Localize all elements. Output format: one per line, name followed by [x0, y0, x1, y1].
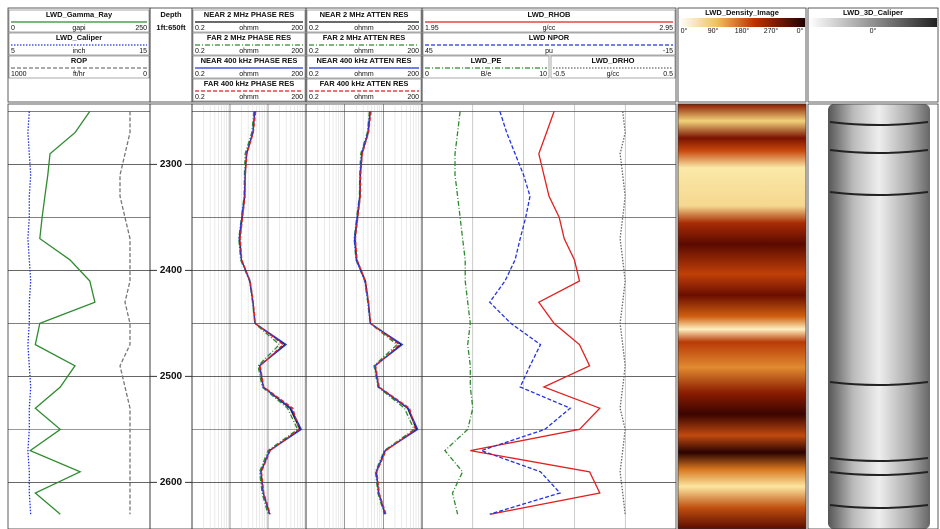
curve-name: LWD_RHOB — [528, 10, 572, 19]
image-scale-label: 270° — [764, 27, 779, 35]
curve-name: LWD_DRHO — [592, 56, 635, 65]
log-curve — [240, 111, 299, 514]
scale-min: 1000 — [11, 71, 27, 78]
scale-max: 200 — [407, 71, 419, 78]
scale-unit: gapi — [72, 25, 86, 32]
scale-max: -15 — [663, 48, 673, 55]
scale-max: 0.5 — [663, 71, 673, 78]
curve-name: LWD_Gamma_Ray — [46, 10, 113, 19]
image-scale-label: 0° — [681, 27, 688, 35]
scale-min: 0.2 — [195, 94, 205, 101]
scale-min: 0.2 — [309, 25, 319, 32]
curve-name: FAR 400 kHz ATTEN RES — [320, 79, 409, 88]
scale-unit: ohmm — [239, 94, 259, 101]
depth-scale: 1ft:650ft — [156, 23, 186, 32]
well-log: Depth 1ft:650ft 2300240025002600LWD_Gamm… — [0, 0, 940, 529]
density-color-bar — [679, 18, 805, 27]
curve-name: ROP — [71, 56, 87, 65]
log-curve — [620, 111, 625, 514]
scale-min: 0.2 — [195, 48, 205, 55]
scale-unit: ohmm — [354, 71, 374, 78]
track-box — [306, 104, 422, 529]
scale-min: 5 — [11, 48, 15, 55]
image-scale-label: 0° — [870, 27, 877, 35]
scale-unit: ohmm — [239, 48, 259, 55]
depth-label: 2400 — [160, 265, 183, 276]
image-name: LWD_3D_Caliper — [843, 8, 903, 17]
caliper-color-bar — [809, 18, 937, 27]
scale-unit: ohmm — [239, 71, 259, 78]
scale-max: 200 — [291, 48, 303, 55]
scale-min: 0.2 — [195, 25, 205, 32]
depth-label: 2500 — [160, 371, 183, 382]
scale-max: 200 — [407, 48, 419, 55]
scale-max: 200 — [291, 25, 303, 32]
depth-label: 2600 — [160, 477, 183, 488]
scale-unit: ft/hr — [73, 71, 86, 78]
scale-max: 2.95 — [659, 25, 673, 32]
scale-unit: g/cc — [607, 71, 620, 78]
scale-min: 0 — [11, 25, 15, 32]
scale-max: 10 — [539, 71, 547, 78]
scale-min: 1.95 — [425, 25, 439, 32]
scale-min: 45 — [425, 48, 433, 55]
track-box — [192, 104, 306, 529]
scale-min: 0.2 — [195, 71, 205, 78]
image-scale-label: 90° — [708, 27, 719, 35]
scale-min: 0 — [425, 71, 429, 78]
curve-name: LWD_PE — [471, 56, 502, 65]
curve-name: NEAR 400 kHz ATTEN RES — [316, 56, 411, 65]
curve-name: LWD_Caliper — [56, 33, 102, 42]
curve-name: NEAR 2 MHz PHASE RES — [204, 10, 294, 19]
log-curve — [30, 111, 95, 514]
log-curve — [481, 111, 570, 514]
log-curve — [239, 111, 301, 514]
scale-max: 200 — [407, 94, 419, 101]
density-image — [678, 104, 806, 529]
depth-label: 2300 — [160, 159, 183, 170]
log-curve — [445, 111, 473, 514]
scale-unit: B/e — [481, 71, 492, 78]
log-curve — [355, 111, 418, 514]
curve-name: NEAR 400 kHz PHASE RES — [201, 56, 298, 65]
layout — [678, 18, 937, 529]
log-curve — [120, 111, 130, 514]
depth-title: Depth — [160, 10, 182, 19]
scale-unit: ohmm — [239, 25, 259, 32]
scale-max: 200 — [291, 94, 303, 101]
scale-min: 0.2 — [309, 94, 319, 101]
scale-max: 15 — [139, 48, 147, 55]
scale-unit: pu — [545, 48, 553, 55]
image-scale-label: 180° — [735, 27, 750, 35]
scale-min: -0.5 — [553, 71, 565, 78]
scale-unit: g/cc — [543, 25, 556, 32]
scale-max: 0 — [143, 71, 147, 78]
scale-unit: ohmm — [354, 94, 374, 101]
curve-name: FAR 2 MHz PHASE RES — [207, 33, 291, 42]
scale-unit: ohmm — [354, 25, 374, 32]
log-curve — [355, 111, 417, 514]
scale-max: 200 — [407, 25, 419, 32]
log-curve — [28, 111, 31, 514]
scale-min: 0.2 — [309, 71, 319, 78]
curve-name: FAR 2 MHz ATTEN RES — [323, 33, 406, 42]
scale-max: 200 — [291, 71, 303, 78]
image-scale-label: 0° — [797, 27, 804, 35]
curve-name: LWD NPOR — [529, 33, 570, 42]
curve-name: FAR 400 kHz PHASE RES — [204, 79, 294, 88]
image-name: LWD_Density_Image — [705, 8, 779, 17]
scale-unit: inch — [73, 48, 86, 55]
curve-name: NEAR 2 MHz ATTEN RES — [320, 10, 409, 19]
caliper-image — [828, 104, 930, 529]
log-curve — [355, 111, 415, 514]
scale-unit: ohmm — [354, 48, 374, 55]
scale-max: 250 — [135, 25, 147, 32]
scale-min: 0.2 — [309, 48, 319, 55]
